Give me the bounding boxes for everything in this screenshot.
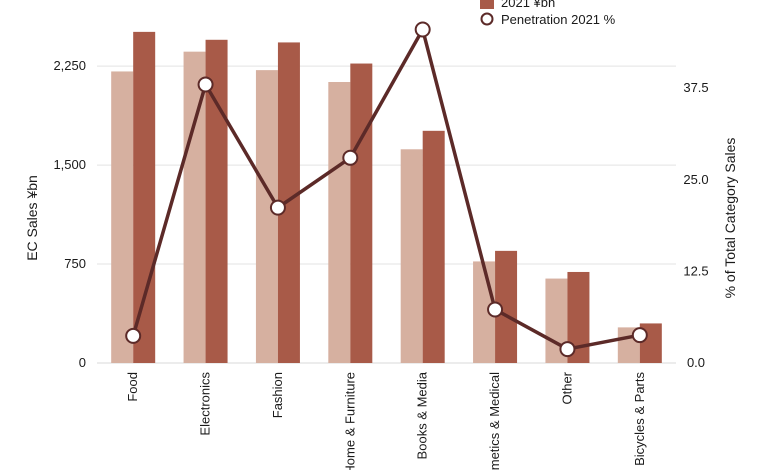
penetration-point-other [559, 341, 576, 358]
category-label-books-media: Books & Media [415, 371, 430, 459]
left-tick-label: 0 [79, 355, 86, 370]
legend-label-2021: 2021 ¥bn [501, 0, 555, 10]
bar-2020-bn-fashion [255, 70, 278, 363]
category-labels: Food Electronics Fashion Home & Furniture Bo… [125, 371, 647, 470]
right-tick-label: 0.0 [687, 355, 705, 370]
penetration-line [131, 27, 641, 351]
left-tick-label: 750 [64, 256, 86, 271]
bar-2020-bn-home-furniture [328, 82, 351, 363]
legend-swatch-2021 [480, 0, 494, 9]
left-tick-label: 2,250 [53, 58, 86, 73]
right-axis-ticks: 0.0 12.5 25.0 37.5 [683, 80, 708, 370]
right-tick-label: 25.0 [683, 172, 708, 187]
bar-2021-bn-electronics [205, 39, 228, 364]
penetration-point-home-furniture [342, 149, 359, 166]
category-label-home-furniture: Home & Furniture [342, 372, 357, 470]
bar-2021-bn-fashion [277, 42, 300, 364]
category-label-other: Other [559, 371, 574, 404]
bar-2021-bn-food [133, 31, 156, 363]
category-label-bicycles-parts: Bicycles & Parts [632, 372, 647, 466]
left-axis-title: EC Sales ¥bn [24, 175, 40, 261]
legend: 2021 ¥bn Penetration 2021 % [480, 0, 616, 27]
bar-2020-bn-food [111, 71, 134, 363]
left-tick-label: 1,500 [53, 157, 86, 172]
bars [111, 31, 662, 364]
penetration-point-fashion [269, 199, 286, 216]
penetration-point-bicycles-parts [631, 327, 648, 344]
legend-marker-penetration [480, 12, 494, 26]
bar-2021-bn-books-media [422, 130, 445, 363]
penetration-point-books-media [414, 21, 431, 38]
category-label-food: Food [125, 372, 140, 402]
right-tick-label: 12.5 [683, 263, 708, 278]
right-tick-label: 37.5 [683, 80, 708, 95]
category-label-electronics: Electronics [198, 372, 213, 436]
bar-2021-bn-other [567, 271, 590, 363]
category-label-fashion: Fashion [270, 372, 285, 418]
penetration-line-group [125, 21, 648, 358]
bar-2020-bn-electronics [183, 51, 206, 364]
penetration-point-cosmetics-medical [487, 301, 504, 318]
legend-label-penetration: Penetration 2021 % [501, 12, 616, 27]
right-axis-title: % of Total Category Sales [722, 138, 738, 299]
penetration-point-food [125, 327, 142, 344]
bar-2021-bn-cosmetics-medical [495, 250, 518, 363]
category-label-cosmetics-medical: Cosmetics & Medical [487, 372, 502, 470]
left-axis-ticks: 0 750 1,500 2,250 [53, 58, 86, 370]
bar-2020-bn-books-media [400, 149, 423, 363]
bar-2021-bn-home-furniture [350, 63, 373, 364]
penetration-point-electronics [197, 76, 214, 93]
